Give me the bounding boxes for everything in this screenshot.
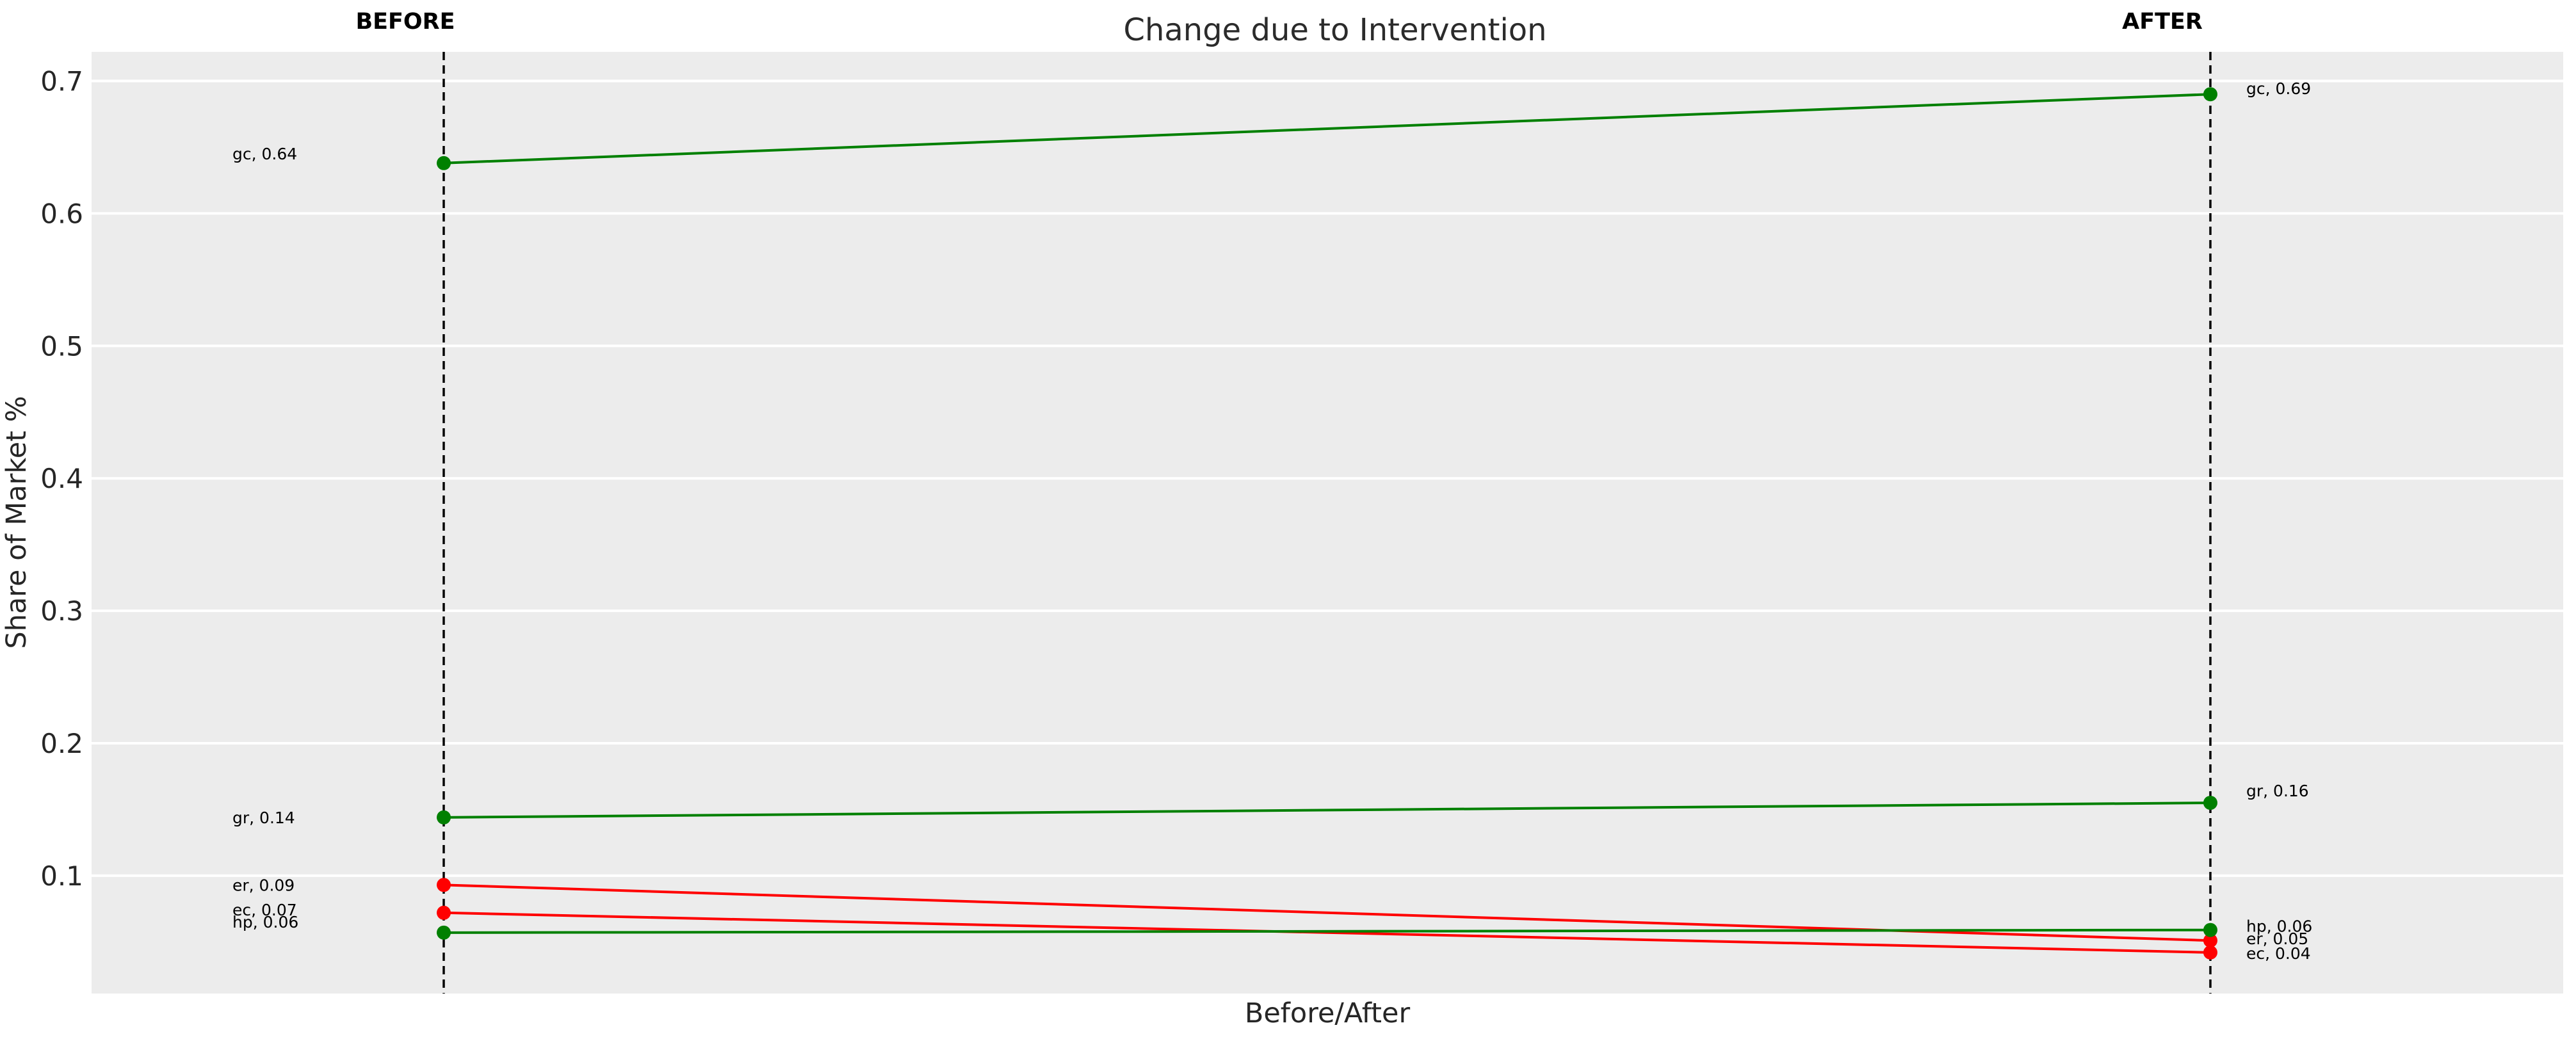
series-er-label-after: er, 0.05 bbox=[2246, 930, 2308, 948]
series-ec-label-after: ec, 0.04 bbox=[2246, 944, 2311, 963]
x-axis-label: Before/After bbox=[1245, 997, 1411, 1029]
series-gc-label-after: gc, 0.69 bbox=[2246, 79, 2311, 98]
series-er-label-before: er, 0.09 bbox=[232, 876, 295, 894]
after-column-label: AFTER bbox=[2122, 9, 2203, 35]
series-gc-point-after bbox=[2203, 87, 2217, 102]
series-gr bbox=[437, 796, 2217, 825]
series-ec-line bbox=[443, 911, 2211, 954]
series-gr-point-before bbox=[437, 810, 451, 825]
plot-area bbox=[92, 52, 2563, 994]
chart-title: Change due to Intervention bbox=[1123, 12, 1546, 48]
series-layer bbox=[437, 87, 2217, 960]
series-gc bbox=[437, 87, 2217, 170]
series-gr-label-after: gr, 0.16 bbox=[2246, 782, 2309, 800]
guide-lines bbox=[442, 52, 2212, 994]
before-column-label: BEFORE bbox=[355, 9, 455, 35]
series-hp-label-after: hp, 0.06 bbox=[2246, 917, 2312, 936]
series-hp-point-after bbox=[2203, 922, 2217, 937]
series-er-point-before bbox=[437, 878, 451, 892]
y-tick-label: 0.2 bbox=[40, 728, 83, 759]
y-tick-label: 0.1 bbox=[40, 860, 83, 892]
series-gc-line bbox=[443, 93, 2211, 165]
series-gr-point-after bbox=[2203, 796, 2217, 810]
series-gr-label-before: gr, 0.14 bbox=[232, 809, 295, 827]
y-tick-label: 0.3 bbox=[40, 595, 83, 627]
y-gridlines bbox=[92, 79, 2563, 877]
y-tick-label: 0.6 bbox=[40, 198, 83, 229]
series-gr-line bbox=[443, 801, 2211, 819]
series-er-point-after bbox=[2203, 933, 2217, 948]
data-label-layer: gc, 0.64 gc, 0.69 gr, 0.14 gr, 0.16 er, 0.09… bbox=[232, 79, 2312, 963]
series-hp bbox=[437, 922, 2217, 940]
y-tick-labels: 0.7 0.6 0.5 0.4 0.3 0.2 0.1 bbox=[40, 66, 83, 892]
series-hp-label-before: hp, 0.06 bbox=[232, 913, 298, 931]
series-hp-point-before bbox=[437, 925, 451, 940]
series-ec-label-before: ec, 0.07 bbox=[232, 901, 297, 919]
series-ec-point-after bbox=[2203, 945, 2217, 960]
y-axis-label: Share of Market % bbox=[1, 396, 33, 648]
series-gc-point-before bbox=[437, 156, 451, 170]
series-ec bbox=[437, 905, 2217, 960]
y-tick-label: 0.4 bbox=[40, 463, 83, 494]
y-tick-label: 0.5 bbox=[40, 330, 83, 362]
series-hp-line bbox=[443, 928, 2211, 934]
y-tick-label: 0.7 bbox=[40, 66, 83, 97]
series-ec-point-before bbox=[437, 905, 451, 920]
series-gc-label-before: gc, 0.64 bbox=[232, 145, 297, 163]
